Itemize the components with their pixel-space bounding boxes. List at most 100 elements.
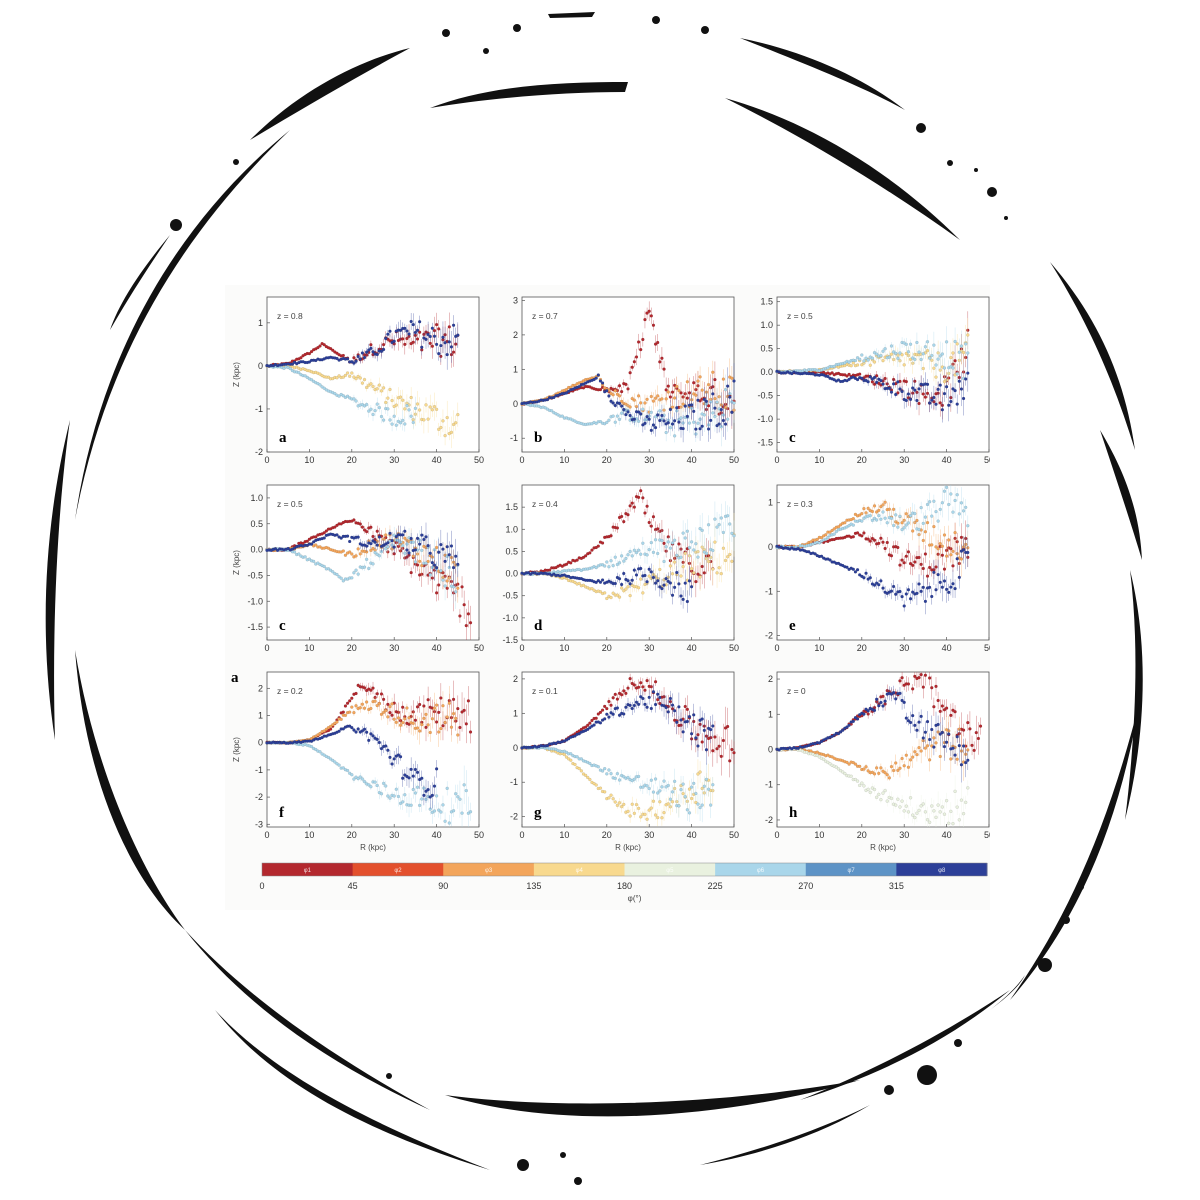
data-point xyxy=(930,543,934,547)
data-point xyxy=(367,383,371,387)
data-point xyxy=(643,317,647,322)
data-point xyxy=(307,537,312,541)
data-point xyxy=(390,422,394,426)
data-point xyxy=(607,768,611,772)
data-point xyxy=(653,415,658,419)
data-point xyxy=(692,381,696,385)
data-point xyxy=(379,414,384,419)
data-point xyxy=(721,546,726,550)
brush-stroke xyxy=(445,1080,860,1117)
data-point xyxy=(286,546,290,551)
data-point xyxy=(622,519,626,524)
data-point xyxy=(458,797,462,801)
data-point xyxy=(900,389,904,394)
x-tick-label: 40 xyxy=(432,455,442,465)
data-point xyxy=(949,553,953,557)
panel-title: z = 0.8 xyxy=(277,311,303,321)
data-point xyxy=(341,710,345,714)
data-point xyxy=(369,346,373,351)
data-point xyxy=(454,554,458,558)
data-point xyxy=(917,350,921,354)
data-point xyxy=(687,391,692,395)
data-point xyxy=(940,408,945,412)
data-point xyxy=(923,395,928,399)
data-point xyxy=(417,542,422,546)
data-point xyxy=(668,581,673,585)
brush-dot xyxy=(574,1177,582,1185)
brush-dot xyxy=(1078,884,1084,890)
data-point xyxy=(607,418,611,422)
data-point xyxy=(401,800,405,804)
data-point xyxy=(689,732,694,736)
data-point xyxy=(860,363,864,367)
data-point xyxy=(454,421,458,425)
data-point xyxy=(615,803,620,808)
data-point xyxy=(908,357,913,362)
data-point xyxy=(375,737,379,742)
data-point xyxy=(883,376,887,381)
data-point xyxy=(664,545,668,549)
data-point xyxy=(677,705,681,709)
brush-dot xyxy=(1062,916,1070,924)
data-point xyxy=(437,327,441,331)
data-point xyxy=(957,512,961,516)
data-point xyxy=(706,382,711,387)
data-point xyxy=(335,351,339,355)
data-point xyxy=(350,371,354,375)
data-point xyxy=(692,713,696,717)
series-bin-8 xyxy=(520,563,694,613)
data-point xyxy=(362,355,367,360)
data-point xyxy=(881,586,885,590)
data-point xyxy=(409,803,413,807)
data-point xyxy=(911,386,915,390)
data-point xyxy=(343,553,348,557)
data-point xyxy=(692,548,696,552)
data-point xyxy=(694,791,698,796)
data-point xyxy=(554,565,558,570)
x-tick-label: 50 xyxy=(474,643,484,653)
data-point xyxy=(900,595,904,599)
data-point xyxy=(709,803,713,807)
data-point xyxy=(434,767,439,771)
data-point xyxy=(936,357,940,361)
data-point xyxy=(600,541,605,545)
x-tick-label: 40 xyxy=(687,830,697,840)
data-point xyxy=(626,513,630,517)
data-point xyxy=(959,501,964,505)
data-point xyxy=(428,573,432,577)
data-point xyxy=(409,767,413,772)
data-point xyxy=(434,565,439,570)
data-point xyxy=(696,398,700,402)
data-point xyxy=(730,376,734,380)
data-point xyxy=(613,389,617,393)
data-point xyxy=(392,533,396,537)
data-point xyxy=(445,786,449,790)
panel-letter: a xyxy=(279,430,287,446)
data-point xyxy=(883,546,887,551)
data-point xyxy=(403,717,407,721)
data-point xyxy=(341,579,345,583)
data-point xyxy=(609,559,613,563)
data-point xyxy=(424,403,428,407)
data-point xyxy=(354,704,358,708)
data-point xyxy=(662,367,666,371)
data-point xyxy=(449,725,454,729)
data-point xyxy=(356,535,360,539)
x-tick-label: 20 xyxy=(347,455,357,465)
data-point xyxy=(938,580,942,584)
data-point xyxy=(316,561,320,565)
y-tick-label: 1 xyxy=(258,318,263,328)
data-point xyxy=(666,421,670,425)
data-point xyxy=(405,706,409,710)
data-point xyxy=(721,738,726,743)
data-point xyxy=(696,572,700,576)
data-point xyxy=(645,817,649,821)
data-point xyxy=(685,396,690,400)
data-point xyxy=(860,519,864,523)
data-point xyxy=(345,701,350,705)
data-point xyxy=(322,536,326,540)
x-tick-label: 0 xyxy=(519,455,524,465)
data-point xyxy=(426,332,430,337)
data-point xyxy=(706,404,711,408)
data-point xyxy=(309,542,314,546)
